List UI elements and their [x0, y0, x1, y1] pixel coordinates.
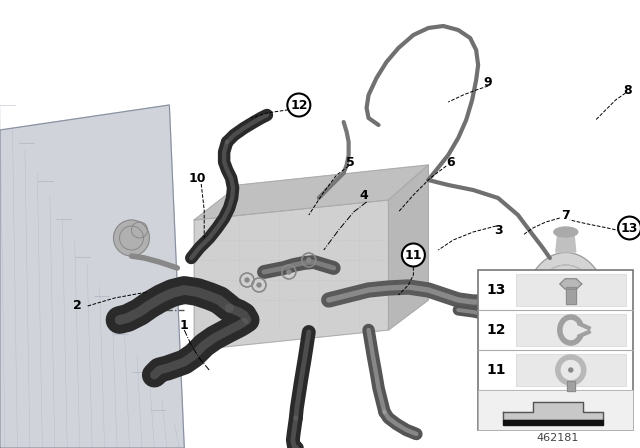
FancyBboxPatch shape	[516, 274, 625, 306]
Circle shape	[131, 222, 147, 238]
Polygon shape	[503, 402, 603, 420]
Polygon shape	[388, 165, 428, 330]
Circle shape	[113, 220, 149, 256]
Text: 12: 12	[486, 323, 506, 337]
Polygon shape	[556, 232, 576, 252]
Text: 10: 10	[189, 172, 206, 185]
Text: 11: 11	[486, 363, 506, 377]
Text: 11: 11	[404, 249, 422, 262]
Polygon shape	[566, 287, 576, 304]
Text: 462181: 462181	[536, 433, 579, 443]
Circle shape	[569, 368, 573, 372]
Text: 6: 6	[446, 155, 454, 168]
Text: 8: 8	[623, 83, 632, 96]
Polygon shape	[560, 279, 582, 289]
Text: 13: 13	[486, 283, 506, 297]
Polygon shape	[0, 105, 184, 448]
Circle shape	[257, 283, 261, 287]
Circle shape	[245, 278, 249, 282]
Text: 1: 1	[180, 319, 189, 332]
Ellipse shape	[554, 227, 578, 237]
Circle shape	[120, 226, 143, 250]
FancyBboxPatch shape	[478, 270, 632, 430]
Circle shape	[287, 270, 291, 274]
Polygon shape	[195, 200, 388, 350]
Ellipse shape	[536, 270, 566, 320]
FancyBboxPatch shape	[516, 314, 625, 346]
Text: 12: 12	[290, 99, 308, 112]
Circle shape	[307, 258, 311, 262]
FancyBboxPatch shape	[516, 354, 625, 386]
Polygon shape	[195, 165, 428, 220]
Text: 2: 2	[74, 298, 82, 311]
Text: 4: 4	[359, 189, 368, 202]
Text: 9: 9	[484, 76, 492, 89]
Ellipse shape	[524, 253, 608, 367]
Polygon shape	[567, 381, 575, 391]
Text: 5: 5	[346, 155, 355, 168]
Polygon shape	[503, 420, 603, 425]
Text: 13: 13	[621, 221, 638, 234]
Text: 3: 3	[493, 224, 502, 237]
Text: 7: 7	[561, 208, 570, 221]
FancyBboxPatch shape	[478, 390, 632, 430]
